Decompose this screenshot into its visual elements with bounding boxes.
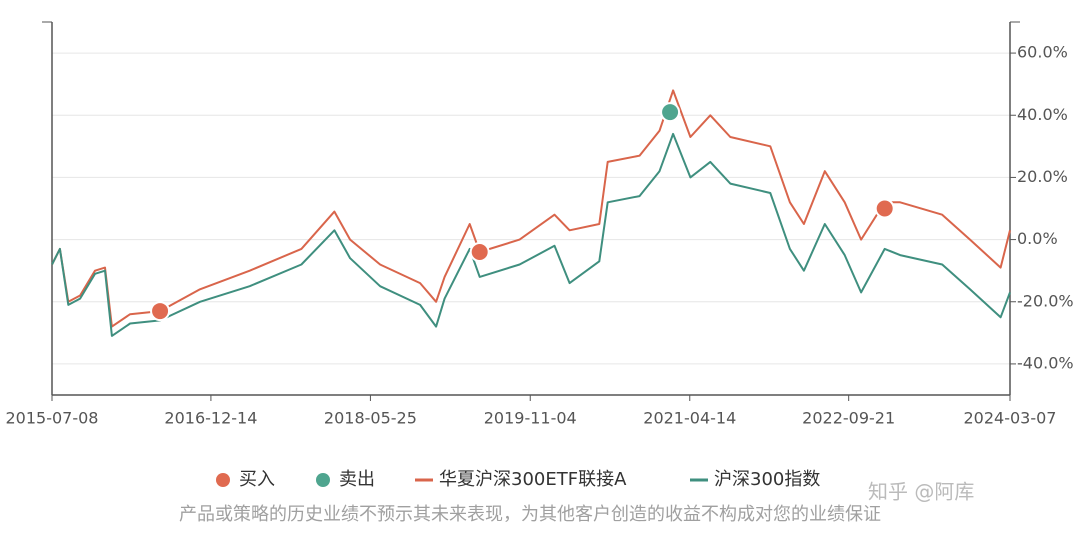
y-tick-label: 0.0% (1017, 229, 1058, 248)
trade-point (150, 301, 171, 322)
legend-swatch (316, 473, 330, 487)
series-line (51, 132, 1011, 337)
x-tick-label: 2018-05-25 (324, 409, 417, 428)
x-tick-label: 2015-07-08 (6, 409, 99, 428)
x-tick-label: 2016-12-14 (164, 409, 257, 428)
x-tick-label: 2024-03-07 (964, 409, 1057, 428)
legend-label: 卖出 (339, 469, 375, 490)
watermark: 知乎 @阿库 (868, 480, 974, 504)
footnote: 产品或策略的历史业绩不预示其未来表现，为其他客户创造的收益不构成对您的业绩保证 (179, 504, 881, 525)
legend-label: 沪深300指数 (714, 469, 820, 490)
legend-label: 华夏沪深300ETF联接A (439, 469, 627, 490)
legend-label: 买入 (239, 469, 275, 490)
y-tick-label: 40.0% (1017, 105, 1068, 124)
trade-point (874, 198, 895, 219)
trade-point (469, 242, 490, 263)
y-tick-label: 60.0% (1017, 43, 1068, 62)
legend-swatch (216, 473, 230, 487)
x-tick-label: 2019-11-04 (484, 409, 577, 428)
y-tick-label: 20.0% (1017, 167, 1068, 186)
series-line (51, 89, 1011, 328)
y-tick-label: -20.0% (1017, 291, 1074, 310)
x-tick-label: 2022-09-21 (802, 409, 895, 428)
x-tick-label: 2021-04-14 (643, 409, 736, 428)
trade-point (660, 102, 681, 123)
y-tick-label: -40.0% (1017, 353, 1074, 372)
